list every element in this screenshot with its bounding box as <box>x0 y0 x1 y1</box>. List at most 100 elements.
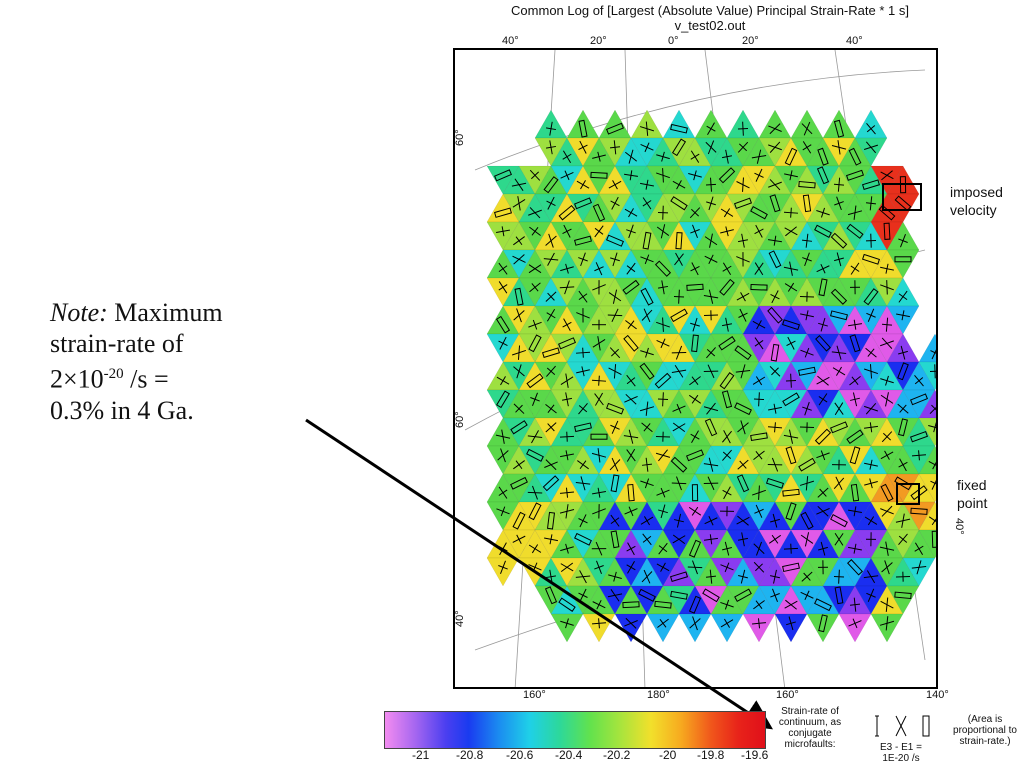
microfault-glyph <box>800 347 814 358</box>
microfault-glyph <box>894 476 912 491</box>
microfault-glyph <box>831 345 847 360</box>
microfault-glyph <box>818 541 828 556</box>
microfault-glyph <box>558 337 576 350</box>
microfault-glyph <box>623 334 639 352</box>
area-line1: (Area is <box>967 714 1003 725</box>
microfault-glyph <box>670 123 688 134</box>
microfault-glyph <box>751 149 767 164</box>
microfault-glyph <box>705 177 717 192</box>
microfault-glyph <box>830 232 848 249</box>
microfault-glyph <box>576 180 590 190</box>
strain-rate-map <box>464 50 936 687</box>
microfault-glyph <box>578 119 588 138</box>
microfault-glyph <box>594 225 604 238</box>
microfault-glyph <box>881 317 893 332</box>
microfault-glyph <box>849 446 861 465</box>
mesh-element <box>598 109 632 139</box>
microfault-glyph <box>894 256 912 263</box>
imposed-velocity-box <box>882 183 922 211</box>
microfault-glyph <box>930 476 936 490</box>
microfault-glyph <box>754 168 764 182</box>
microfault-glyph <box>626 374 636 387</box>
mesh-element <box>758 109 792 139</box>
microfault-glyph <box>816 207 830 218</box>
microfault-glyph <box>494 207 512 218</box>
microfault-glyph <box>704 233 718 248</box>
top-tick-3: 0° <box>668 35 679 47</box>
microfault-glyph <box>814 598 832 612</box>
microfault-glyph <box>864 459 878 470</box>
microfault-glyph <box>880 170 894 181</box>
microfault-glyph <box>770 588 780 603</box>
microfault-glyph <box>529 169 541 181</box>
microfault-glyph <box>928 460 936 470</box>
microfault-glyph <box>816 450 830 461</box>
microfault-glyph <box>800 590 814 601</box>
colorbar-tick-1: -21 <box>412 748 430 762</box>
microfault-glyph <box>816 263 830 274</box>
microfault-glyph <box>691 334 699 353</box>
microfault-glyph <box>750 284 768 291</box>
microfault-glyph <box>546 365 556 377</box>
microfault-glyph <box>845 169 865 181</box>
microfault-glyph <box>559 280 575 295</box>
microfault-glyph <box>672 403 686 414</box>
microfault-glyph <box>561 392 573 407</box>
imposed-label-line2: velocity <box>950 202 997 218</box>
microfault-glyph <box>834 402 844 416</box>
microfault-glyph <box>815 334 831 352</box>
microfault-glyph <box>849 597 861 612</box>
mesh-element <box>550 613 584 643</box>
microfault-glyph <box>928 422 936 433</box>
microfault-glyph <box>897 403 909 414</box>
microfault-glyph <box>911 560 927 575</box>
note-line3-exp: -20 <box>103 366 124 382</box>
microfault-glyph <box>640 179 654 190</box>
microfault-glyph <box>866 123 876 135</box>
microfault-glyph <box>782 562 800 573</box>
microfault-glyph <box>782 488 800 497</box>
microfault-glyph <box>592 336 606 351</box>
microfault-glyph <box>816 166 830 185</box>
microfault-glyph <box>672 180 686 190</box>
microfault-glyph <box>609 347 621 359</box>
microfault-glyph <box>512 254 526 265</box>
microfault-glyph <box>767 457 783 472</box>
microfault-glyph <box>768 141 782 153</box>
microfault-glyph <box>814 428 832 445</box>
microfault-glyph <box>829 421 849 434</box>
mesh-element <box>918 361 936 391</box>
microfault-glyph <box>737 233 749 248</box>
microfault-glyph <box>894 195 912 212</box>
note-line3-base: 2×10 <box>50 364 104 394</box>
microfault-glyph <box>690 262 700 276</box>
mesh-element <box>662 109 696 139</box>
microfault-glyph <box>656 168 670 183</box>
microfault-glyph <box>624 393 638 405</box>
microfault-glyph <box>590 171 608 179</box>
microfault-glyph <box>670 308 688 323</box>
microfault-glyph <box>594 392 604 406</box>
microfault-glyph <box>514 287 524 306</box>
microfault-glyph <box>930 346 936 360</box>
microfault-glyph <box>881 560 893 575</box>
microfault-glyph <box>513 403 525 414</box>
microfault-glyph <box>753 392 765 407</box>
microfault-glyph <box>861 179 881 191</box>
microfault-glyph <box>541 347 561 359</box>
microfault-glyph <box>880 375 894 386</box>
microfault-glyph <box>817 147 829 166</box>
mesh-element <box>534 109 568 139</box>
microfault-glyph <box>883 222 891 240</box>
imposed-velocity-label: imposed velocity <box>950 183 1003 219</box>
note-label: Note: <box>50 298 108 327</box>
microfault-glyph <box>640 287 654 306</box>
microfault-glyph <box>768 250 782 269</box>
microfault-glyph <box>496 376 510 386</box>
microfault-glyph <box>798 457 816 472</box>
microfault-glyph <box>670 196 688 211</box>
microfault-glyph <box>622 279 640 295</box>
microfault-glyph <box>818 614 828 633</box>
mesh-element <box>870 613 904 643</box>
microfault-glyph <box>657 392 669 407</box>
